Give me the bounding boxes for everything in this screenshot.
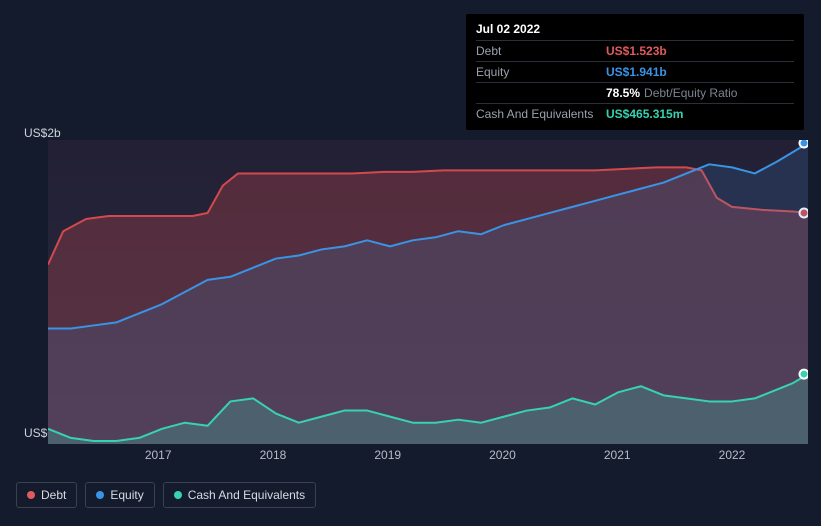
tooltip-row-sublabel: Debt/Equity Ratio xyxy=(644,86,737,100)
area-chart[interactable] xyxy=(48,140,808,444)
tooltip-date: Jul 02 2022 xyxy=(476,20,794,40)
y-axis-label-top: US$2b xyxy=(24,126,61,140)
x-axis-tick: 2022 xyxy=(719,448,746,462)
tooltip-row-label xyxy=(476,86,606,100)
chart-legend: Debt Equity Cash And Equivalents xyxy=(16,482,316,508)
tooltip-row: DebtUS$1.523b xyxy=(476,40,794,61)
tooltip-row-label: Cash And Equivalents xyxy=(476,107,606,121)
legend-dot-icon xyxy=(174,491,182,499)
legend-item[interactable]: Equity xyxy=(85,482,154,508)
x-axis-tick: 2018 xyxy=(260,448,287,462)
tooltip-row-label: Debt xyxy=(476,44,606,58)
legend-item[interactable]: Cash And Equivalents xyxy=(163,482,316,508)
x-axis-tick: 2021 xyxy=(604,448,631,462)
x-axis-tick: 2020 xyxy=(489,448,516,462)
legend-label: Equity xyxy=(110,488,143,502)
x-axis-tick: 2019 xyxy=(374,448,401,462)
legend-item[interactable]: Debt xyxy=(16,482,77,508)
legend-dot-icon xyxy=(96,491,104,499)
x-axis: 2017 2018 2019 2020 2021 2022 xyxy=(48,448,808,468)
tooltip-row: Cash And EquivalentsUS$465.315m xyxy=(476,103,794,124)
legend-dot-icon xyxy=(27,491,35,499)
tooltip-row-value: US$1.941b xyxy=(606,65,667,79)
legend-label: Debt xyxy=(41,488,66,502)
chart-tooltip: Jul 02 2022 DebtUS$1.523bEquityUS$1.941b… xyxy=(466,14,804,130)
x-axis-tick: 2017 xyxy=(145,448,172,462)
tooltip-row: 78.5% Debt/Equity Ratio xyxy=(476,82,794,103)
tooltip-row-value: US$465.315m xyxy=(606,107,683,121)
tooltip-row-label: Equity xyxy=(476,65,606,79)
tooltip-row-value: 78.5% xyxy=(606,86,640,100)
tooltip-row: EquityUS$1.941b xyxy=(476,61,794,82)
tooltip-row-value: US$1.523b xyxy=(606,44,667,58)
legend-label: Cash And Equivalents xyxy=(188,488,305,502)
